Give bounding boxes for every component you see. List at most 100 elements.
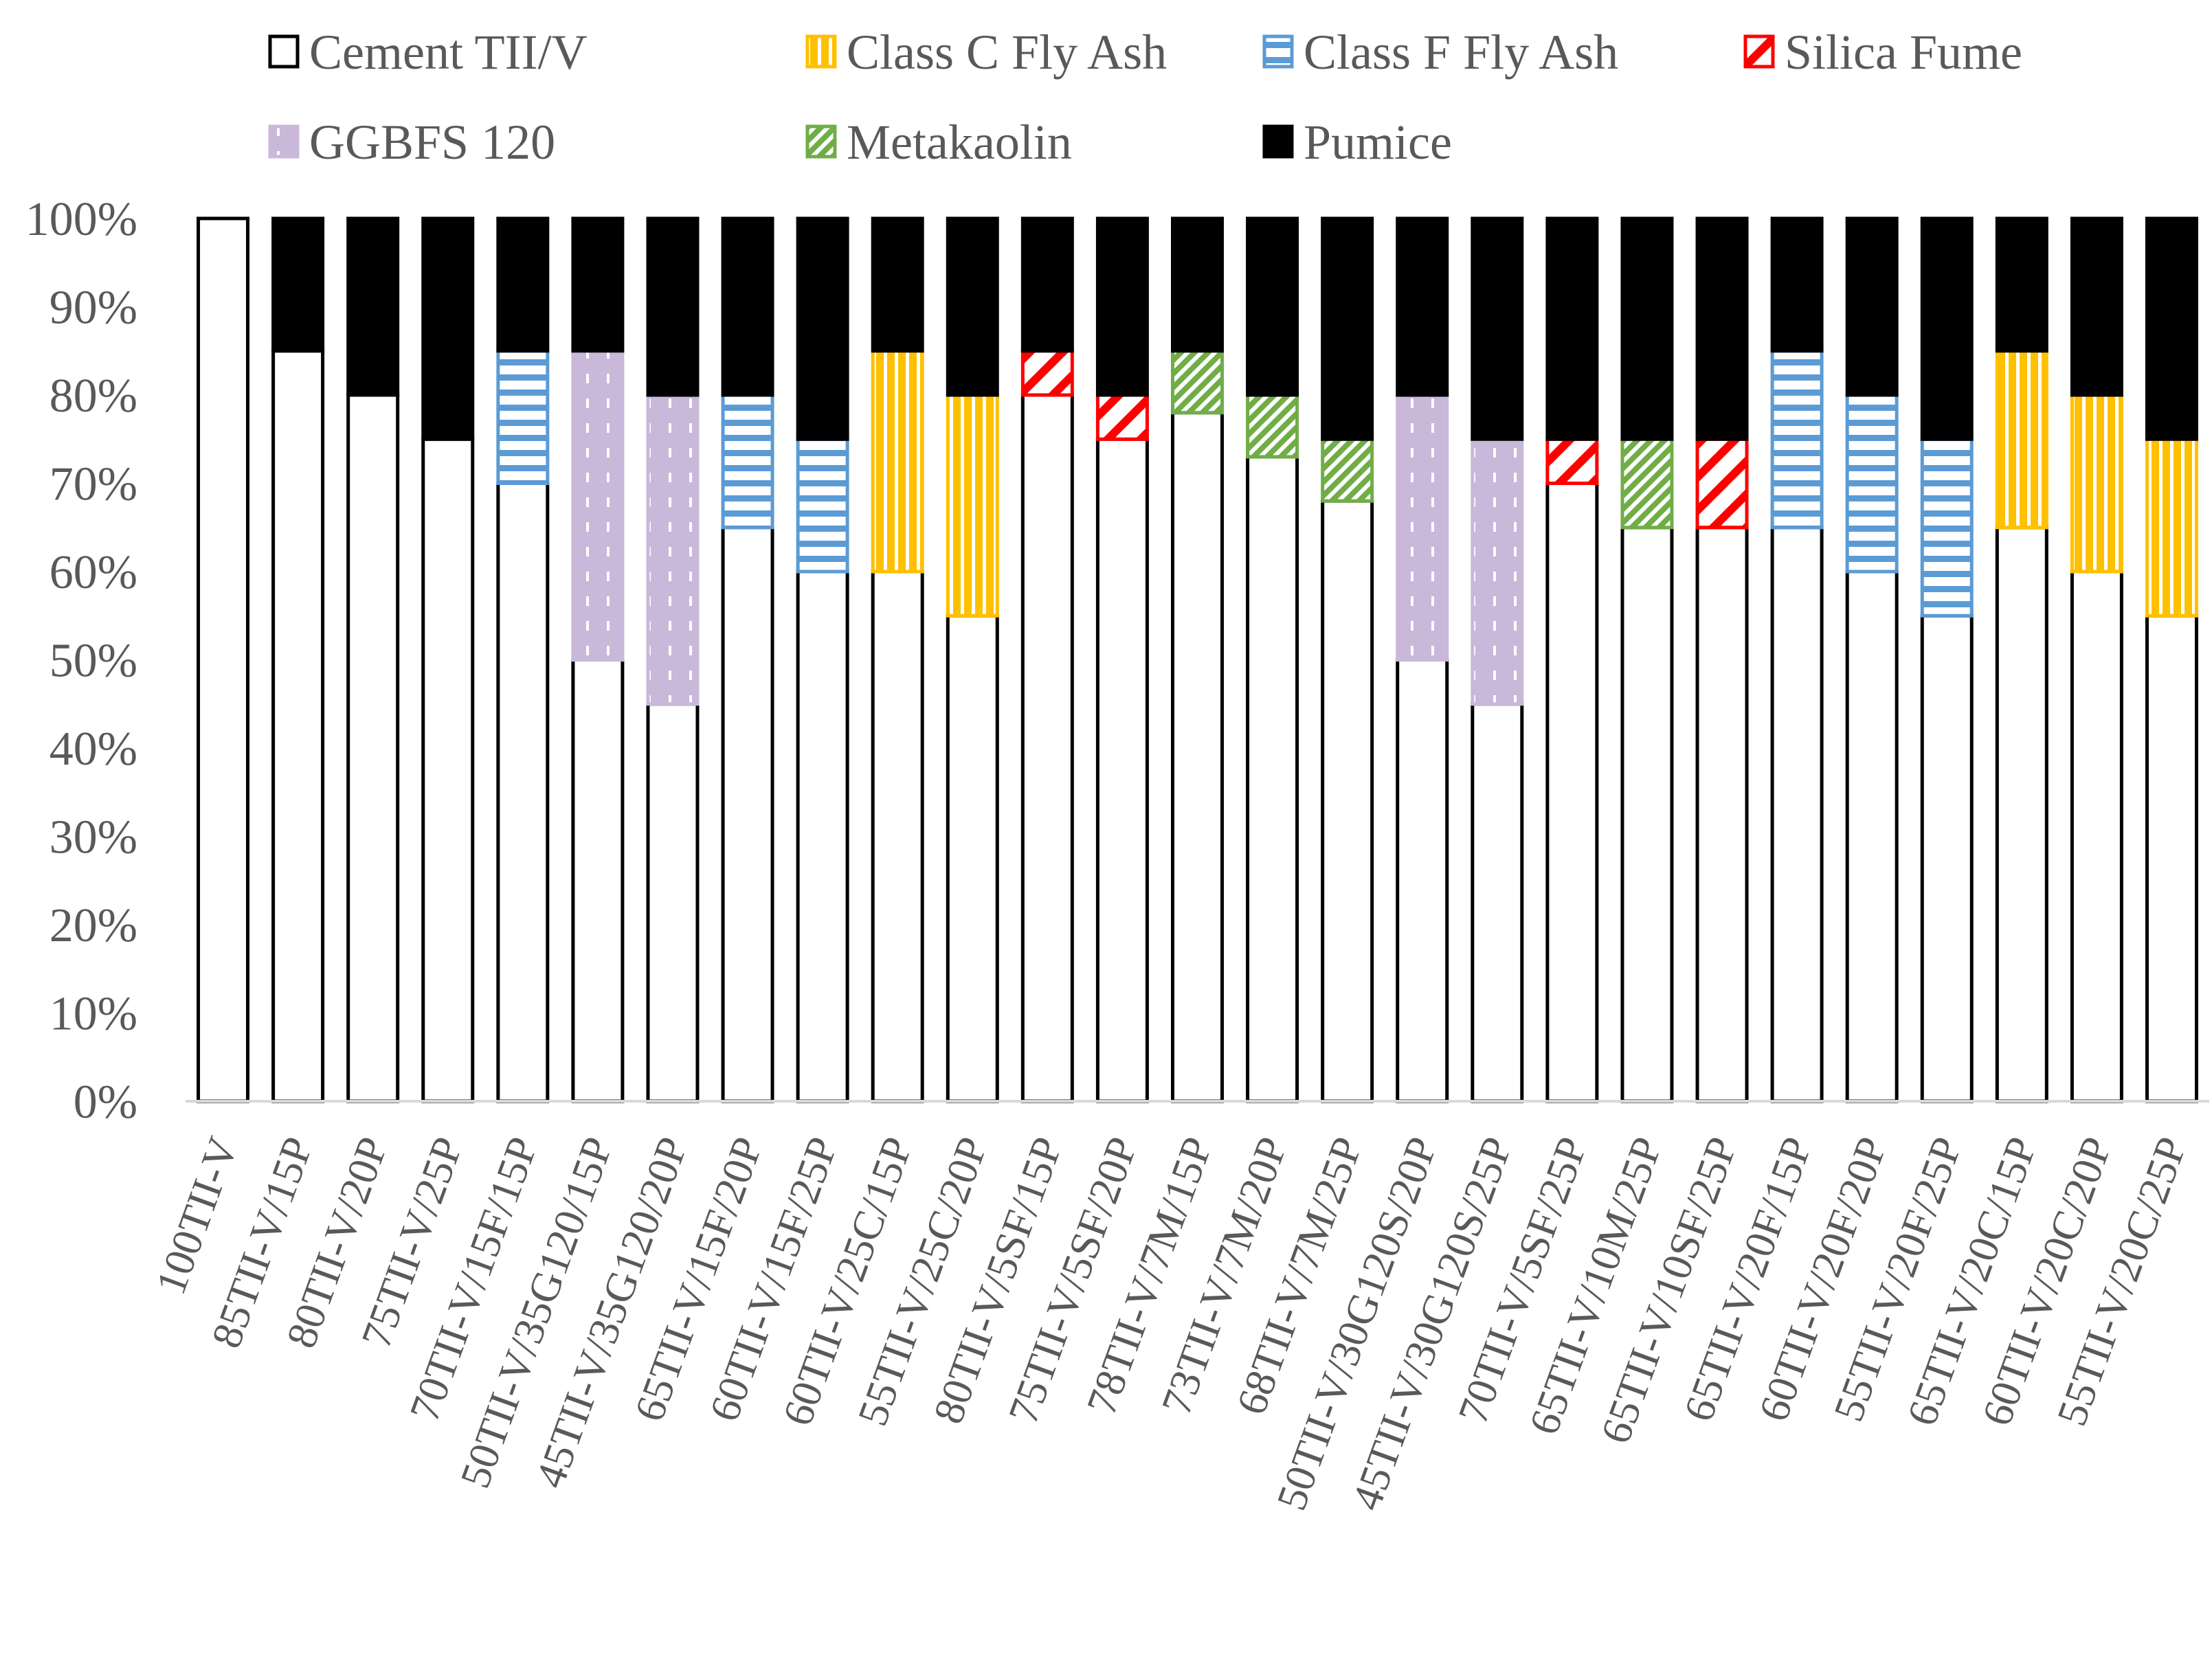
bar-segment-class-f-fly-ash	[1845, 393, 1899, 574]
bar-segment-pumice	[721, 216, 774, 397]
bar-segment-metakaolin	[1321, 437, 1374, 503]
bar-segment-pumice	[1545, 216, 1599, 441]
bar-segment-pumice	[1171, 216, 1224, 353]
bar-segment-pumice	[496, 216, 550, 353]
bar-segment-cement-tii-v	[1770, 526, 1824, 1103]
legend-label-class-f-fly-ash: Class F Fly Ash	[1304, 25, 1618, 80]
bar-segment-cement-tii-v	[346, 393, 400, 1103]
y-tick-label: 50%	[49, 635, 137, 688]
bar-segment-pumice	[346, 216, 400, 397]
bar-segment-ggbfs-120	[1471, 437, 1524, 706]
bar-segment-pumice	[1695, 216, 1749, 441]
bar-segment-pumice	[571, 216, 625, 353]
legend-swatch-ggbfs-120	[268, 124, 300, 159]
bar-segment-pumice	[1770, 216, 1824, 353]
bar-segment-class-c-fly-ash	[2070, 393, 2123, 574]
bar-segment-cement-tii-v	[1321, 499, 1374, 1103]
bar-segment-class-f-fly-ash	[496, 349, 550, 485]
bar-segment-pumice	[1020, 216, 1074, 353]
bar-segment-cement-tii-v	[1171, 411, 1224, 1103]
legend-label-cement-tii-v: Cement TII/V	[309, 25, 588, 80]
bar-segment-cement-tii-v	[1620, 526, 1674, 1103]
legend-label-class-c-fly-ash: Class C Fly Ash	[847, 25, 1167, 80]
legend-label-pumice: Pumice	[1304, 115, 1452, 170]
bar-segment-cement-tii-v	[571, 658, 625, 1103]
bar-segment-ggbfs-120	[646, 393, 700, 706]
y-axis: 0% 10% 20% 30% 40% 50% 60% 70% 80% 90% 100%	[25, 193, 137, 1129]
bar-segment-cement-tii-v	[721, 526, 774, 1103]
bar-segment-pumice	[421, 216, 475, 441]
y-tick-label: 60%	[49, 546, 137, 599]
bar-segment-ggbfs-120	[571, 349, 625, 662]
y-tick-label: 40%	[49, 723, 137, 776]
y-tick-label: 0%	[74, 1076, 137, 1129]
bar-segment-metakaolin	[1246, 393, 1299, 459]
bar-segment-cement-tii-v	[646, 702, 700, 1103]
bar-segment-silica-fume	[1020, 349, 1074, 397]
bar-segment-pumice	[271, 216, 325, 353]
bar-segment-cement-tii-v	[796, 570, 849, 1103]
bar-segment-cement-tii-v	[271, 349, 325, 1103]
bar-segment-cement-tii-v	[1845, 570, 1899, 1103]
bar-segment-class-c-fly-ash	[1995, 349, 2048, 530]
bar-segment-pumice	[646, 216, 700, 397]
bar-segment-pumice	[1845, 216, 1899, 397]
bar-segment-silica-fume	[1545, 437, 1599, 485]
bar-segment-pumice	[1620, 216, 1674, 441]
bar-segment-cement-tii-v	[2070, 570, 2123, 1103]
legend-swatch-metakaolin	[805, 124, 837, 159]
bar-segment-class-f-fly-ash	[1770, 349, 1824, 530]
bar-segment-class-c-fly-ash	[2145, 437, 2198, 618]
bar-segment-pumice	[1471, 216, 1524, 441]
bar-segment-cement-tii-v	[1471, 702, 1524, 1103]
bar-segment-class-c-fly-ash	[871, 349, 924, 574]
bar-segment-cement-tii-v	[2145, 613, 2198, 1103]
y-tick-label: 10%	[49, 988, 137, 1041]
legend-swatch-cement-tii-v	[268, 34, 300, 69]
bar-segment-pumice	[1920, 216, 1974, 441]
bar-segment-pumice	[946, 216, 999, 397]
bar-segment-pumice	[871, 216, 924, 353]
bar-segment-cement-tii-v	[946, 613, 999, 1103]
bar-segment-pumice	[796, 216, 849, 441]
bar-segment-silica-fume	[1095, 393, 1149, 441]
legend-label-silica-fume: Silica Fume	[1785, 25, 2022, 80]
bar-segment-cement-tii-v	[1246, 455, 1299, 1103]
bar-segment-cement-tii-v	[496, 482, 550, 1103]
y-tick-label: 30%	[49, 811, 137, 864]
bar-segment-pumice	[2070, 216, 2123, 397]
bar-segment-pumice	[1095, 216, 1149, 397]
y-tick-label: 100%	[25, 193, 137, 246]
y-tick-label: 90%	[49, 282, 137, 335]
bar-segment-cement-tii-v	[871, 570, 924, 1103]
bar-segment-pumice	[1995, 216, 2048, 353]
bar-segment-cement-tii-v	[1020, 393, 1074, 1103]
bar-segment-class-c-fly-ash	[946, 393, 999, 618]
legend-label-ggbfs-120: GGBFS 120	[309, 115, 555, 170]
bars	[197, 216, 2198, 1103]
bar-segment-cement-tii-v	[421, 437, 475, 1103]
bar-segment-cement-tii-v	[1995, 526, 2048, 1103]
bar-segment-class-f-fly-ash	[1920, 437, 1974, 618]
bar-segment-class-f-fly-ash	[721, 393, 774, 530]
bar-segment-metakaolin	[1171, 349, 1224, 415]
bar-segment-cement-tii-v	[1396, 658, 1449, 1103]
bar-segment-cement-tii-v	[197, 216, 250, 1103]
bar-segment-pumice	[1321, 216, 1374, 441]
bar-segment-class-f-fly-ash	[796, 437, 849, 574]
y-tick-label: 80%	[49, 370, 137, 422]
bar-segment-ggbfs-120	[1396, 393, 1449, 662]
legend-swatch-silica-fume	[1743, 34, 1775, 69]
bar-segment-cement-tii-v	[1545, 482, 1599, 1103]
legend-label-metakaolin: Metakaolin	[847, 115, 1072, 170]
bar-segment-pumice	[1396, 216, 1449, 397]
bar-segment-silica-fume	[1695, 437, 1749, 530]
legend-swatch-pumice	[1262, 124, 1294, 159]
bar-segment-metakaolin	[1620, 437, 1674, 530]
bar-segment-pumice	[1246, 216, 1299, 397]
x-axis: 100TII-V85TII-V/15P80TII-V/20P75TII-V/25…	[148, 1100, 2209, 1516]
y-tick-label: 20%	[49, 899, 137, 952]
bar-segment-cement-tii-v	[1695, 526, 1749, 1103]
bar-segment-pumice	[2145, 216, 2198, 441]
